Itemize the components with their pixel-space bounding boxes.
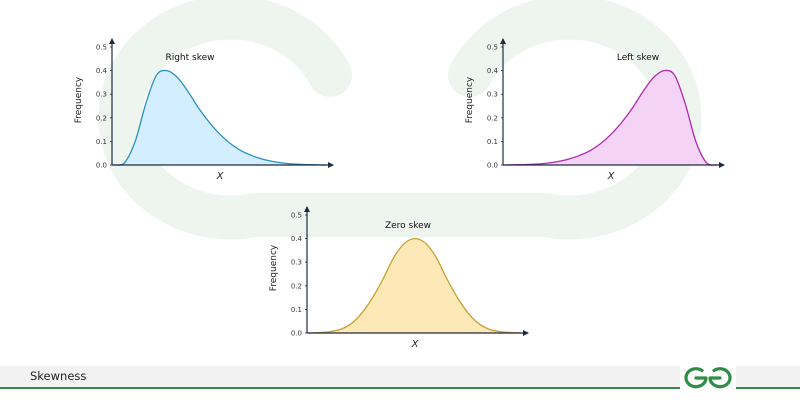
x-axis-arrow — [719, 162, 725, 168]
y-tick-label: 0.3 — [96, 91, 107, 99]
chart-title: Zero skew — [385, 221, 431, 231]
y-axis-arrow — [500, 38, 506, 44]
series-area — [505, 70, 717, 166]
y-axis-arrow — [109, 38, 115, 44]
y-tick-label: 0.2 — [487, 114, 498, 122]
series-line — [308, 237, 522, 334]
series-area — [114, 70, 326, 166]
x-axis-label: X — [607, 171, 616, 182]
logo-right-g — [708, 367, 732, 389]
y-tick-label: 0.0 — [487, 162, 498, 170]
chart-left-skew: 0.0 0.1 0.2 0.3 0.4 0.5 Frequency X Left skew — [465, 38, 725, 182]
chart-title: Left skew — [617, 53, 659, 63]
y-tick-label: 0.2 — [291, 282, 302, 290]
y-tick-label: 0.1 — [291, 306, 302, 314]
y-axis-label: Frequency — [74, 76, 84, 123]
y-tick-label: 0.4 — [96, 67, 108, 75]
chart-zero-skew: 0.0 0.1 0.2 0.3 0.4 0.5 Frequency X Zero skew — [269, 206, 529, 350]
footer-bar: Skewness — [0, 366, 800, 388]
series-line — [504, 69, 718, 166]
x-axis-label: X — [411, 339, 420, 350]
y-axis-arrow — [304, 206, 310, 212]
y-tick-label: 0.2 — [96, 114, 107, 122]
y-tick-label: 0.0 — [291, 330, 302, 338]
y-tick-label: 0.3 — [487, 91, 498, 99]
y-tick-label: 0.0 — [96, 162, 107, 170]
logo-left-g — [684, 367, 708, 389]
y-axis-label: Frequency — [465, 76, 475, 123]
series-line — [113, 69, 327, 166]
y-tick-label: 0.5 — [291, 212, 302, 220]
y-tick-label: 0.5 — [487, 44, 498, 52]
y-axis-label: Frequency — [269, 244, 279, 291]
gfg-logo-glyph — [684, 367, 732, 389]
x-axis-arrow — [523, 330, 529, 336]
chart-title: Right skew — [165, 53, 214, 63]
footer-title: Skewness — [30, 369, 87, 383]
series-area — [309, 238, 521, 333]
y-tick-label: 0.1 — [487, 138, 498, 146]
y-tick-label: 0.3 — [291, 259, 302, 267]
x-axis-arrow — [328, 162, 334, 168]
watermark-left-arc — [98, 0, 422, 240]
y-tick-label: 0.1 — [96, 138, 107, 146]
footer-accent-line — [0, 387, 800, 389]
y-tick-label: 0.4 — [291, 235, 303, 243]
y-tick-label: 0.4 — [487, 67, 499, 75]
x-axis-label: X — [216, 171, 225, 182]
y-tick-label: 0.5 — [96, 44, 107, 52]
gfg-logo-icon — [680, 364, 736, 392]
chart-right-skew: 0.0 0.1 0.2 0.3 0.4 0.5 Frequency X Right skew — [74, 38, 334, 182]
